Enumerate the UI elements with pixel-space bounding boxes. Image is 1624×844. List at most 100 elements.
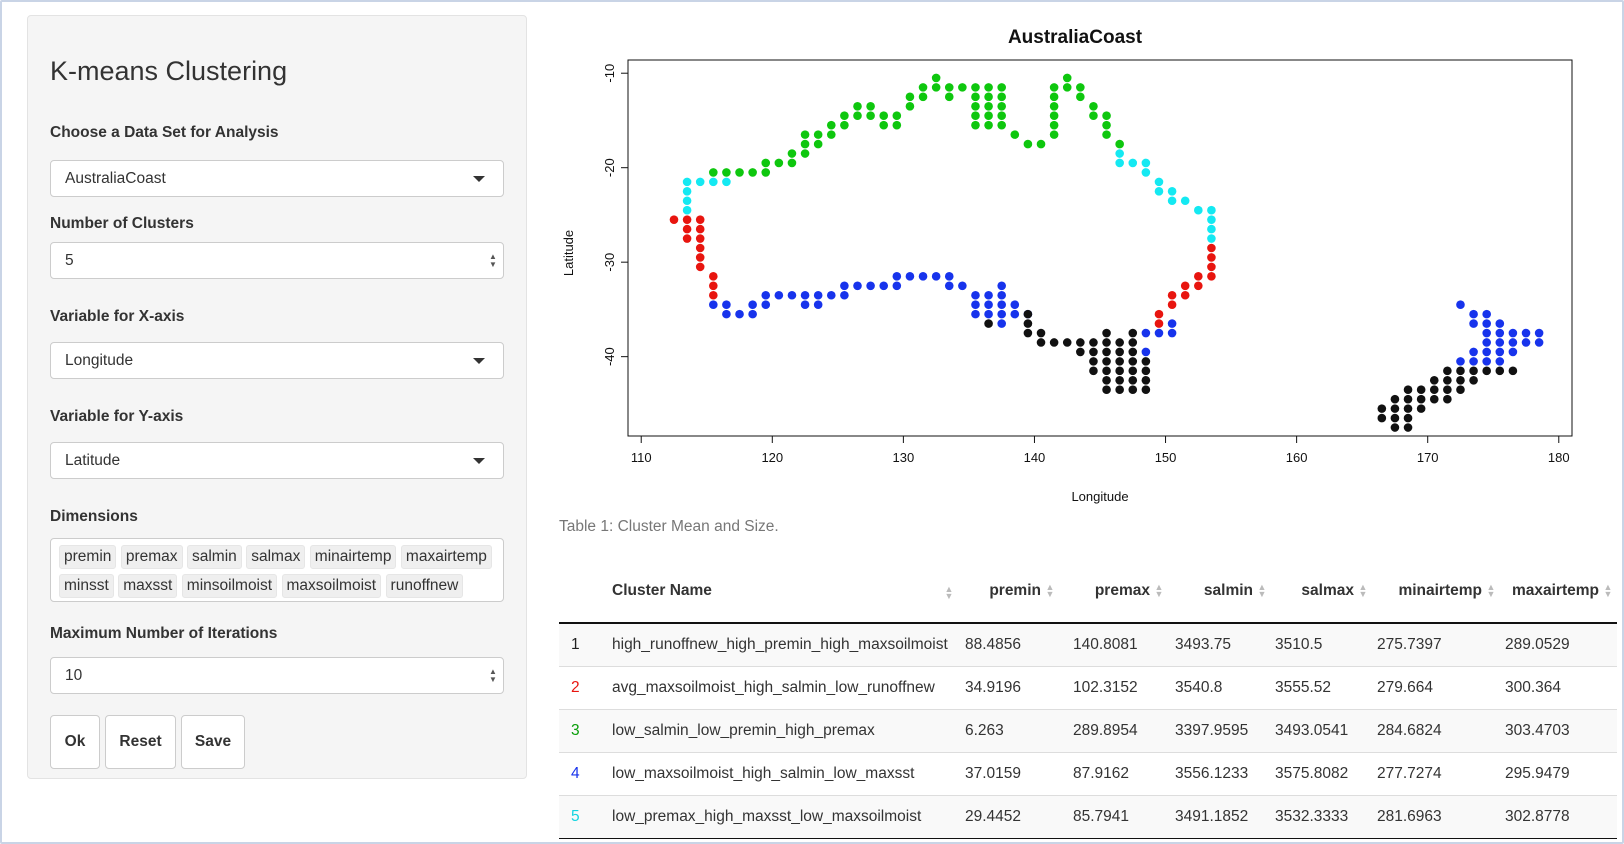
data-point [984,92,993,102]
yvar-select[interactable]: Latitude [50,442,504,479]
data-point [1049,130,1059,139]
row-index: 1 [559,622,612,667]
data-point [1128,338,1138,347]
col-header-cluster-name[interactable]: Cluster Name ▲ ▼ [612,560,958,624]
dimension-tag[interactable]: premax [120,545,183,569]
maxairtemp-cell: 300.364 [1502,666,1617,710]
col-header-premin[interactable]: premin ▲ ▼ [958,560,1067,624]
data-point [1456,375,1465,385]
data-point [1115,357,1124,366]
col-header-salmax[interactable]: salmax ▲ ▼ [1271,560,1374,624]
col-header-minairtemp[interactable]: minairtemp ▲ ▼ [1374,560,1502,624]
data-point [997,101,1006,111]
y-tick-label: -20 [602,158,617,177]
data-point [1115,139,1124,149]
dimensions-multiselect[interactable]: premin premax salmin salmax minairtemp m… [50,538,504,602]
data-point [1207,224,1216,234]
data-point [1049,92,1059,102]
data-point [1482,309,1491,319]
sort-icon[interactable]: ▲ ▼ [944,584,954,601]
data-point [1062,83,1072,92]
data-point [813,139,823,149]
data-point [1390,423,1400,432]
col-header-index [559,560,612,624]
reset-button[interactable]: Reset [105,715,176,769]
data-point [787,158,797,168]
premin-cell: 29.4452 [958,795,1067,839]
data-point [1377,413,1387,423]
sort-icon[interactable]: ▲ ▼ [1486,581,1496,599]
data-point [1443,394,1452,404]
col-header-label: Cluster Name [612,582,712,599]
dimension-tag[interactable]: maxairtemp [400,545,492,569]
col-header-label: premax [1094,582,1150,599]
sort-icon[interactable]: ▲ ▼ [1257,581,1267,599]
data-point [892,120,902,130]
data-point [1154,328,1164,338]
data-point [695,215,705,224]
dimension-tag[interactable]: premin [59,545,117,569]
data-point [722,300,731,309]
data-point [1482,319,1491,328]
data-point [1102,366,1111,376]
data-point [1141,347,1151,357]
salmax-cell: 3510.5 [1271,622,1374,667]
dimension-tag[interactable]: minsst [59,574,114,598]
x-tick-label: 160 [1286,450,1308,465]
data-point [1102,328,1111,338]
dimension-tag[interactable]: salmin [186,545,242,569]
data-point [971,290,980,300]
xvar-select[interactable]: Longitude [50,342,504,379]
data-point [682,187,692,196]
dimension-tag[interactable]: runoffnew [385,574,464,598]
x-axis: 110 120 130 140 150 160 170 180 [631,435,1570,465]
save-button[interactable]: Save [181,715,245,769]
salmax-cell: 3493.0541 [1271,709,1374,753]
col-header-maxairtemp[interactable]: maxairtemp ▲ ▼ [1502,560,1617,624]
col-header-salmin[interactable]: salmin ▲ ▼ [1170,560,1271,624]
data-point [853,281,862,291]
dataset-select[interactable]: AustraliaCoast [50,160,504,197]
sort-icon[interactable]: ▲ ▼ [1154,581,1164,599]
dimension-tag[interactable]: maxsoilmoist [281,574,382,598]
data-point [944,272,954,281]
clusters-input[interactable]: 5 ▲ ▼ [50,242,504,279]
data-point [1508,366,1518,376]
data-point [722,309,731,319]
data-point [971,92,980,102]
data-point [1456,300,1465,309]
spinner-icon[interactable]: ▲ ▼ [489,667,497,684]
col-header-premax[interactable]: premax ▲ ▼ [1067,560,1170,624]
dimension-tag[interactable]: salmax [246,545,306,569]
data-point [1089,347,1098,357]
data-point [892,111,902,121]
data-point [1180,281,1190,291]
iterations-input[interactable]: 10 ▲ ▼ [50,657,504,694]
spinner-icon[interactable]: ▲ ▼ [489,252,497,269]
y-tick-label: -10 [602,64,617,83]
premax-cell: 102.3152 [1067,666,1170,710]
row-index: 4 [559,752,612,796]
data-point [722,168,731,177]
sort-icon[interactable]: ▲ ▼ [1358,581,1368,599]
data-point [774,290,784,300]
ok-button[interactable]: Ok [50,715,100,769]
data-point [958,83,967,92]
data-point [682,234,692,243]
data-point [1115,366,1124,376]
data-point [1049,83,1059,92]
data-point [695,262,705,272]
data-point [1076,92,1085,102]
dimension-tag[interactable]: minsoilmoist [181,574,278,598]
col-header-label: salmin [1203,582,1253,599]
sort-icon[interactable]: ▲ ▼ [1603,581,1613,599]
data-point [944,281,954,291]
dimensions-label: Dimensions [50,508,138,525]
data-point [997,92,1006,102]
dimension-tag[interactable]: minairtemp [309,545,397,569]
dimension-tag[interactable]: maxsst [118,574,178,598]
table-row: 1 high_runoffnew_high_premin_high_maxsoi… [559,622,1617,667]
data-point [1390,404,1400,413]
data-point [682,215,692,224]
sort-icon[interactable]: ▲ ▼ [1045,581,1055,599]
